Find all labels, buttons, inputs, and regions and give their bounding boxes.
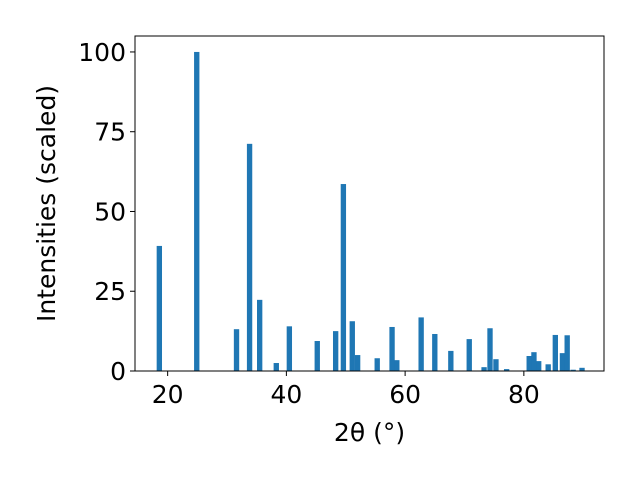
bar (493, 359, 499, 371)
x-axis-ticks: 20 40 60 80 (152, 371, 540, 409)
x-tick-label: 60 (389, 380, 421, 409)
bar (332, 331, 339, 371)
bar (552, 334, 558, 371)
bar (503, 369, 510, 371)
bar (448, 350, 454, 371)
bar (481, 367, 487, 371)
bar (246, 143, 253, 371)
bar (349, 321, 355, 371)
bar (389, 326, 395, 371)
bar (374, 358, 380, 371)
bar (194, 51, 200, 371)
bar (156, 245, 163, 371)
y-tick-label: 0 (110, 357, 126, 386)
y-tick-label: 25 (94, 277, 126, 306)
bar (340, 184, 347, 371)
bar (579, 367, 585, 371)
bar (564, 335, 570, 371)
x-tick-label: 40 (270, 380, 302, 409)
x-axis-label: 2θ (°) (334, 418, 405, 447)
y-tick-label: 75 (94, 118, 126, 147)
bar (466, 339, 472, 371)
bar (432, 333, 438, 371)
bar (536, 361, 542, 371)
bar (526, 356, 532, 371)
bar (487, 328, 493, 371)
bar (257, 299, 263, 371)
bar (559, 353, 566, 371)
bar (273, 363, 279, 371)
bar (418, 317, 424, 371)
bar (233, 329, 240, 371)
bar (394, 360, 400, 371)
y-axis-ticks: 0 25 50 75 100 (78, 38, 135, 386)
bar (314, 341, 320, 371)
x-tick-label: 80 (508, 380, 540, 409)
y-tick-label: 100 (78, 38, 126, 67)
bar (570, 369, 576, 371)
bar (531, 352, 537, 371)
bar-series (156, 51, 585, 371)
y-axis-label: Intensities (scaled) (32, 85, 61, 322)
bar (545, 364, 551, 371)
y-tick-label: 50 (94, 197, 126, 226)
plot-frame (134, 35, 605, 372)
bar (286, 326, 293, 371)
x-tick-label: 20 (152, 380, 184, 409)
bar (354, 355, 361, 371)
